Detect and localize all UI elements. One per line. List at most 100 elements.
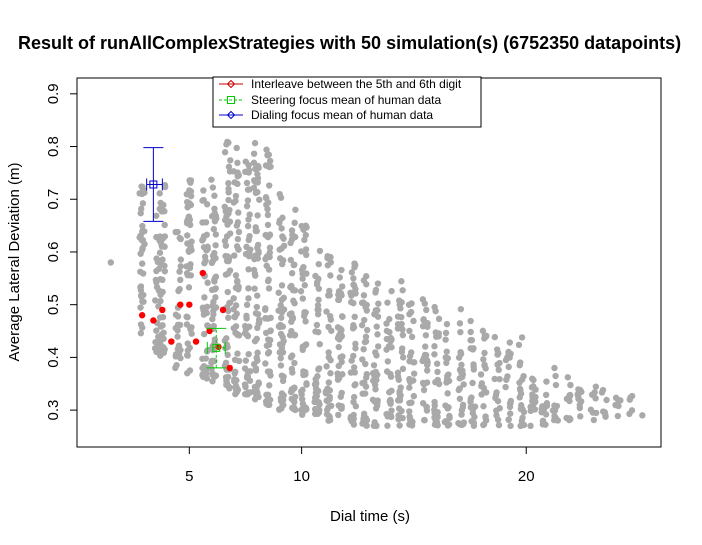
simulation-point [204,279,211,286]
simulation-point [592,383,600,390]
simulation-point [224,138,231,146]
simulation-point [225,314,232,321]
simulation-point [289,369,296,376]
simulation-point [350,364,358,371]
simulation-point [292,206,299,213]
simulation-point [185,247,192,254]
simulation-point [423,403,430,411]
simulation-point [422,343,429,350]
simulation-point [374,397,381,404]
simulation-point [480,356,487,363]
simulation-point [577,413,584,420]
simulation-point [602,411,609,419]
simulation-point [399,287,406,294]
simulation-point [481,349,488,357]
simulation-point [325,354,333,361]
simulation-point [406,311,413,318]
simulation-point [232,272,240,279]
simulation-point [159,276,166,284]
simulation-point [471,413,478,421]
simulation-point [494,397,502,405]
simulation-point [434,368,441,376]
simulation-point [338,326,345,334]
simulation-point [253,303,261,311]
simulation-point [265,285,273,292]
simulation-point [348,357,355,364]
simulation-point [156,249,164,256]
simulation-point [315,285,323,292]
simulation-point [386,328,393,336]
simulation-point [303,270,310,277]
simulation-point [470,345,477,352]
simulation-point [174,333,181,340]
simulation-point [208,259,216,267]
simulation-point [235,357,243,365]
steering-mean-point [212,343,221,352]
simulation-point [431,303,438,311]
simulation-point [243,312,250,320]
simulation-point [232,302,240,309]
simulation-point [348,269,356,276]
simulation-point [338,313,346,320]
legend-square-icon-steering [227,96,235,104]
simulation-point [421,416,428,424]
simulation-point [255,316,263,324]
simulation-point [406,408,413,415]
simulation-point [298,266,306,274]
simulation-point [159,207,166,214]
simulation-point [491,375,498,383]
simulation-point [209,315,216,323]
legend-label-dialing: Dialing focus mean of human data [251,108,433,122]
simulation-point [183,352,191,359]
simulation-point [335,411,342,419]
interleave-point [150,317,157,324]
simulation-point [302,231,310,239]
simulation-point [276,406,283,413]
simulation-point [233,222,241,229]
simulation-point [388,407,395,414]
simulation-point [361,316,368,324]
simulation-point [172,353,179,360]
simulation-point [445,371,452,378]
simulation-point [360,292,368,299]
simulation-point [383,335,391,343]
simulation-point [327,402,335,410]
simulation-point [211,192,218,199]
simulation-point [394,325,402,332]
simulation-point [398,320,405,328]
simulation-point [396,397,404,404]
legend-diamond-icon-dialing [226,110,236,120]
simulation-point [254,212,261,219]
simulation-point [279,349,287,356]
simulation-point [298,248,305,255]
simulation-point [161,221,168,229]
simulation-point [420,386,428,394]
simulation-point [277,362,285,369]
simulation-point [397,384,404,391]
simulation-point [364,326,371,334]
simulation-point [432,379,439,386]
simulation-point [244,368,252,375]
y-tick-label: 0.7 [45,189,62,210]
simulation-point [338,266,345,274]
simulation-point [174,321,182,328]
simulation-point [563,414,570,422]
simulation-point [301,309,308,316]
simulation-point [255,248,262,255]
simulation-point [243,202,251,210]
simulation-point [225,196,232,204]
simulation-point [157,323,165,330]
simulation-point [539,405,547,412]
simulation-point [505,348,512,356]
simulation-point [350,393,358,401]
simulation-point [177,256,185,263]
simulation-point [443,320,451,328]
simulation-point [576,401,583,408]
simulation-point [398,299,405,306]
simulation-point [254,241,262,249]
simulation-point [542,411,550,418]
simulation-point [265,336,272,343]
simulation-point [424,359,431,366]
y-tick-label: 0.3 [45,400,62,421]
simulation-point [138,183,145,190]
